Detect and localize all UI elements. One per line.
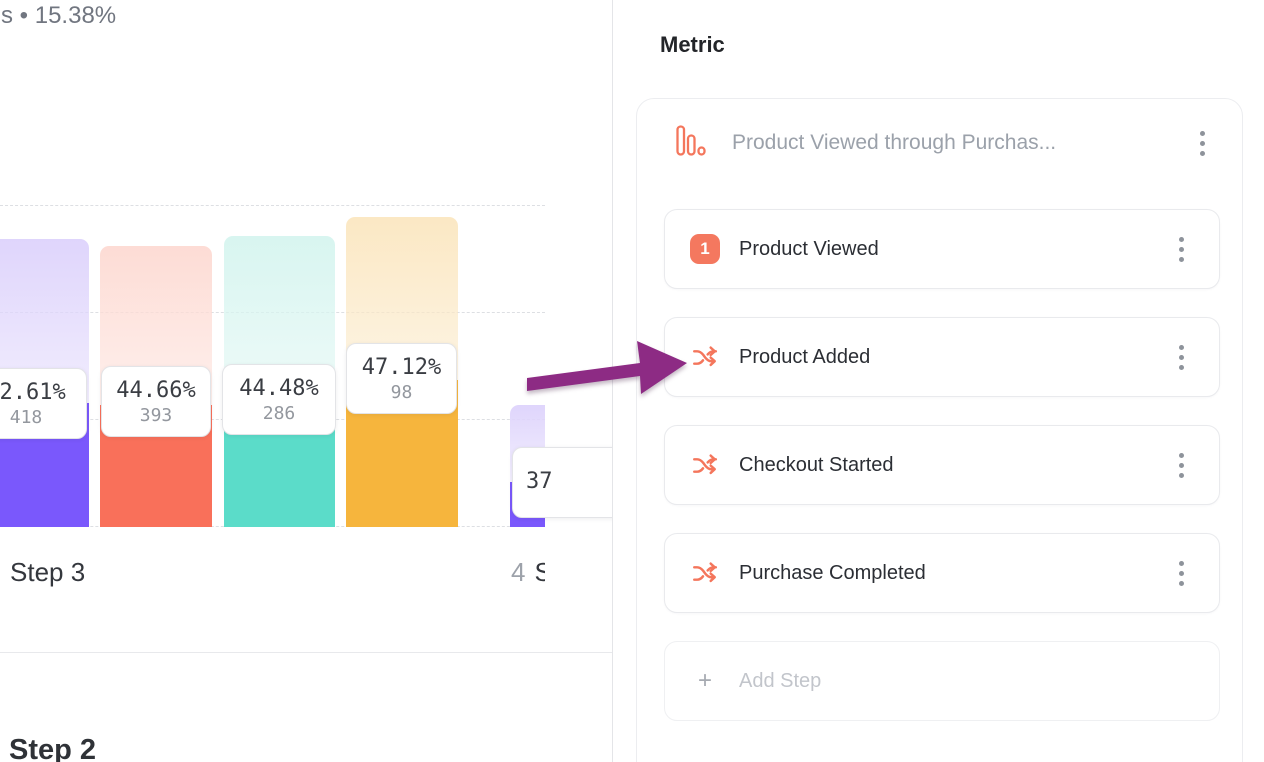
step-label: Checkout Started (739, 453, 894, 476)
metric-kebab-menu-icon[interactable] (1195, 127, 1210, 160)
step4-bar-1-converted[interactable] (510, 482, 545, 527)
metric-panel-heading: Metric (660, 32, 725, 57)
metric-title: Product Viewed through Purchas... (732, 131, 1057, 154)
step-kebab-menu-icon[interactable] (1174, 233, 1189, 266)
shuffle-icon (690, 561, 720, 586)
step3-bar-4-converted[interactable] (346, 380, 458, 527)
x-axis-label-step3: Step 3 (10, 557, 86, 587)
metric-panel: Metric Product Viewed through Purchas...… (613, 0, 1264, 762)
shuffle-icon (690, 453, 720, 478)
step-kebab-menu-icon[interactable] (1174, 341, 1189, 374)
step3-bar-1-converted[interactable] (0, 403, 89, 527)
x-axis-index: 4 (511, 557, 526, 587)
section-title-step2: Step 2 (9, 734, 97, 762)
step-kebab-menu-icon[interactable] (1174, 557, 1189, 590)
step-row-product-viewed[interactable]: 1 Product Viewed (664, 209, 1220, 289)
step-label: Product Added (739, 345, 871, 368)
section-divider (0, 652, 612, 653)
step3-bar-3-converted[interactable] (224, 404, 335, 527)
add-step-label: Add Step (739, 669, 822, 692)
metric-card: Product Viewed through Purchas... 1 Prod… (636, 98, 1243, 762)
gridline (0, 205, 545, 206)
step-label: Purchase Completed (739, 561, 926, 584)
funnel-chart-pane: s • 15.38% Step 3 4Step 4 42.61%41844.66… (0, 0, 612, 762)
conversion-summary-text: s • 15.38% (1, 2, 117, 29)
x-axis-label-step4: 4Step 4 (511, 557, 545, 587)
step-row-checkout-started[interactable]: Checkout Started (664, 425, 1220, 505)
step3-bar-2-converted[interactable] (100, 405, 212, 527)
step-row-product-added[interactable]: Product Added (664, 317, 1220, 397)
metric-card-header[interactable]: Product Viewed through Purchas... (637, 99, 1242, 187)
step-row-purchase-completed[interactable]: Purchase Completed (664, 533, 1220, 613)
shuffle-icon (690, 345, 720, 370)
plus-icon: + (697, 667, 712, 694)
add-step-button[interactable]: + Add Step (664, 641, 1220, 721)
step-label: Product Viewed (739, 237, 879, 260)
step-number-badge: 1 (690, 234, 720, 264)
funnel-chart-icon (676, 124, 706, 162)
step-kebab-menu-icon[interactable] (1174, 449, 1189, 482)
funnel-chart-plot: Step 3 4Step 4 (0, 0, 545, 652)
